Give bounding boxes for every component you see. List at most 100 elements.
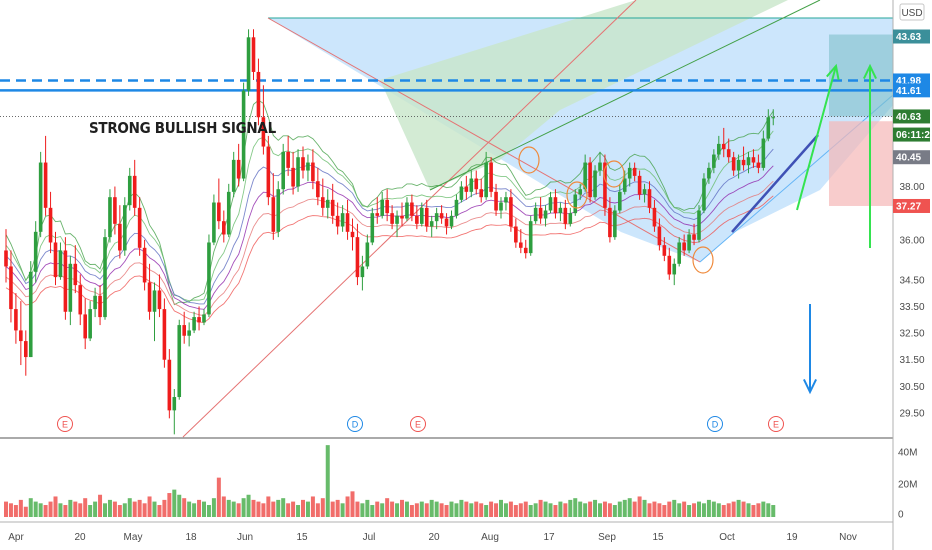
trend-line[interactable] xyxy=(731,134,819,233)
volume-bar xyxy=(602,501,607,517)
candle-body xyxy=(523,247,528,254)
candle-body xyxy=(721,143,726,150)
highlight-circle-0[interactable] xyxy=(518,146,540,174)
volume-bar xyxy=(315,503,320,517)
candle-body xyxy=(187,330,191,336)
volume-bar xyxy=(429,499,434,517)
price-tick-label: 29.50 xyxy=(899,409,924,420)
event-badge xyxy=(707,416,723,432)
candle-body xyxy=(420,207,424,224)
volume-bar xyxy=(38,503,43,517)
pitchfork-median-green[interactable] xyxy=(429,0,821,191)
candle-body xyxy=(123,205,127,251)
candle-body xyxy=(167,359,172,411)
candle-body xyxy=(632,167,637,176)
time-tick-label: 20 xyxy=(428,532,440,543)
candle-body xyxy=(459,186,464,200)
candle-body xyxy=(761,138,766,168)
candle-body xyxy=(533,207,538,222)
candle-body xyxy=(93,295,97,310)
candle-body xyxy=(415,215,419,224)
event-marker-3[interactable]: D xyxy=(707,416,723,432)
price-tag-box xyxy=(893,83,930,98)
volume-bar xyxy=(305,501,310,517)
volume-bar xyxy=(706,499,711,517)
candle-body xyxy=(717,143,721,155)
candle-body xyxy=(553,197,558,214)
event-badge xyxy=(768,416,784,432)
bullish-arrow-2[interactable] xyxy=(863,63,877,248)
stop-zone[interactable] xyxy=(829,121,893,206)
bullish-arrow-1[interactable] xyxy=(796,63,840,211)
volume-bar xyxy=(390,501,395,517)
event-marker-4[interactable]: E xyxy=(768,416,784,432)
volume-bar xyxy=(548,503,553,517)
highlight-circle-3[interactable] xyxy=(692,246,714,274)
volume-bar xyxy=(662,505,667,517)
volume-bar xyxy=(296,505,301,517)
candle-body xyxy=(385,199,389,214)
pitchfork-inner-zone[interactable] xyxy=(380,0,788,190)
down-arrow[interactable] xyxy=(803,304,817,395)
candle-body xyxy=(400,215,404,219)
volume-bar xyxy=(503,503,508,517)
candle-body xyxy=(132,175,137,208)
candle-body xyxy=(301,157,305,171)
candle-body xyxy=(746,157,751,166)
pitchfork-median-red[interactable] xyxy=(182,0,637,438)
position-zones[interactable] xyxy=(829,34,893,206)
volume-tick-label: 0 xyxy=(898,510,904,521)
trend-drawings[interactable] xyxy=(518,63,877,395)
time-tick-label: Jun xyxy=(237,532,253,543)
currency-box[interactable] xyxy=(899,3,925,21)
candle-body xyxy=(256,71,261,118)
volume-bar xyxy=(741,501,746,517)
volume-bar xyxy=(335,499,340,517)
time-tick-label: 19 xyxy=(786,532,798,543)
volume-tick-label: 20M xyxy=(898,480,917,491)
volume-bar xyxy=(286,503,291,517)
candle-body xyxy=(672,263,677,275)
candle-body xyxy=(429,221,434,227)
price-tag-box xyxy=(893,150,930,165)
volume-bar xyxy=(583,503,588,517)
volume-bar xyxy=(692,503,697,517)
volume-bar xyxy=(518,503,523,517)
volume-bar xyxy=(4,501,8,517)
price-tick-label: 38.00 xyxy=(899,182,924,193)
candle-body xyxy=(395,215,399,224)
event-marker-0[interactable]: E xyxy=(57,416,73,432)
volume-bar xyxy=(43,505,48,517)
candles xyxy=(4,29,776,435)
event-marker-1[interactable]: D xyxy=(347,416,363,432)
candle-body xyxy=(212,202,216,243)
event-marker-2[interactable]: E xyxy=(410,416,426,432)
candle-body xyxy=(682,242,686,251)
highlight-circle-1[interactable] xyxy=(566,181,588,209)
volume-bar xyxy=(236,503,241,517)
candle-body xyxy=(741,159,746,166)
target-zone[interactable] xyxy=(829,34,893,117)
volume-bar xyxy=(206,505,211,517)
highlight-circle-2[interactable] xyxy=(603,160,625,188)
volume-bar xyxy=(533,503,538,517)
volume-bar xyxy=(58,503,63,517)
volume-bar xyxy=(211,498,216,517)
volume-bar xyxy=(48,501,53,517)
candle-body xyxy=(38,162,43,232)
volume-bar xyxy=(63,505,68,517)
annotation-text[interactable]: STRONG BULLISH SIGNAL xyxy=(89,119,277,137)
candle-body xyxy=(43,162,48,208)
candle-body xyxy=(751,157,756,163)
price-tag-box xyxy=(893,109,930,124)
horizontal-lines[interactable] xyxy=(0,79,893,117)
time-axis[interactable]: Apr 20 May 18 Jun 15 Jul 20 Aug 17 Sep 15 Oct 19 Nov xyxy=(0,521,893,543)
candle-body xyxy=(340,213,345,227)
candle-body xyxy=(766,117,771,139)
time-tick-label: Apr xyxy=(8,532,24,543)
candle-body xyxy=(380,199,384,216)
ribbon-line-1 xyxy=(5,130,774,302)
volume-bar xyxy=(8,503,13,517)
